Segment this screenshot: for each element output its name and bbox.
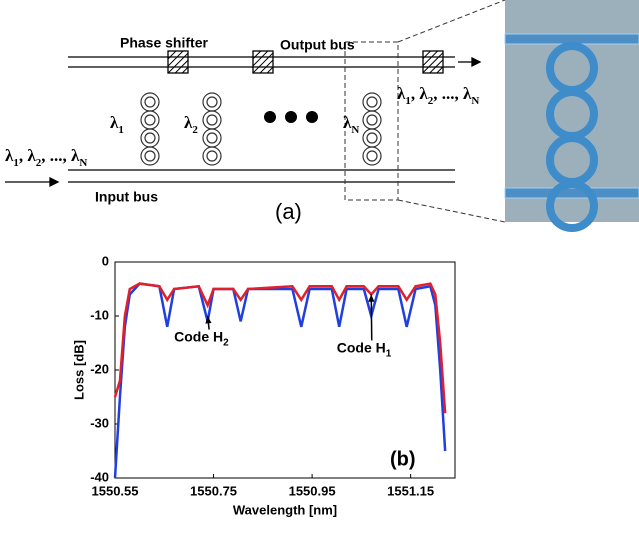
y-tick-label: -40 [90,469,109,484]
subscript: 1 [118,124,124,136]
ring-inner [145,115,155,125]
ellipsis-dots [264,111,318,123]
ring-inner [207,97,217,107]
ring-inner [207,115,217,125]
subscript: 2 [192,124,198,136]
subscript: N [351,124,359,136]
annotation-sub: 1 [386,349,392,360]
annotation-text: Code H [174,328,223,344]
micrograph [505,0,639,228]
x-tick-label: 1551.15 [387,483,434,498]
text-part: , λ [19,146,37,165]
ring [203,111,221,129]
ring [363,147,381,165]
subscript: N [79,157,87,169]
ring-inner [207,151,217,161]
annotation: Code H2 [174,328,229,348]
x-axis-label: Wavelength [nm] [233,502,337,517]
arrows [5,58,480,186]
input-wavelengths: λ1, λ2, ..., λN [5,146,87,169]
ring-inner [145,97,155,107]
subscript: N [471,95,479,107]
ring [203,147,221,165]
ring-label: λ2 [184,113,198,136]
ring-inner [207,133,217,143]
x-tick-label: 1550.55 [92,483,139,498]
text-part: , ..., λ [41,146,80,165]
y-tick-label: 0 [102,253,109,268]
ring-inner [367,97,377,107]
annotation-text: Code H [337,339,386,355]
text-part: , λ [411,84,429,103]
ring [141,147,159,165]
ring-inner [145,151,155,161]
ring [141,93,159,111]
ring [203,93,221,111]
bus-lines [68,57,455,182]
y-tick-label: -20 [90,361,109,376]
ring-inner [367,151,377,161]
output-wavelengths: λ1, λ2, ..., λN [397,84,479,107]
phase-shifter-label: Phase shifter [120,35,208,51]
y-axis-label: Loss [dB] [71,340,86,400]
ring-inner [367,115,377,125]
y-tick-label: -30 [90,415,109,430]
series-line [115,284,445,414]
ring-inner [367,133,377,143]
y-tick-label: -10 [90,307,109,322]
ring [363,93,381,111]
annotation: Code H1 [337,339,392,359]
ring [203,129,221,147]
annotation-arrowhead [368,294,374,301]
text-part: , ..., λ [433,84,472,103]
phase-shifters [168,51,443,73]
ring-label: λ1 [110,113,124,136]
panel-a-label: (a) [275,199,302,224]
figure: Phase shifter Output bus Input bus (a) λ… [0,0,639,540]
input-bus-label: Input bus [95,189,158,205]
x-tick-label: 1550.75 [190,483,237,498]
x-tick-label: 1550.95 [289,483,336,498]
ring [363,129,381,147]
ring [363,111,381,129]
ring-inner [145,133,155,143]
annotation-sub: 2 [223,338,229,349]
panel-b-label: (b) [390,448,416,470]
ring [141,129,159,147]
ring [141,111,159,129]
output-bus-label: Output bus [280,37,355,53]
